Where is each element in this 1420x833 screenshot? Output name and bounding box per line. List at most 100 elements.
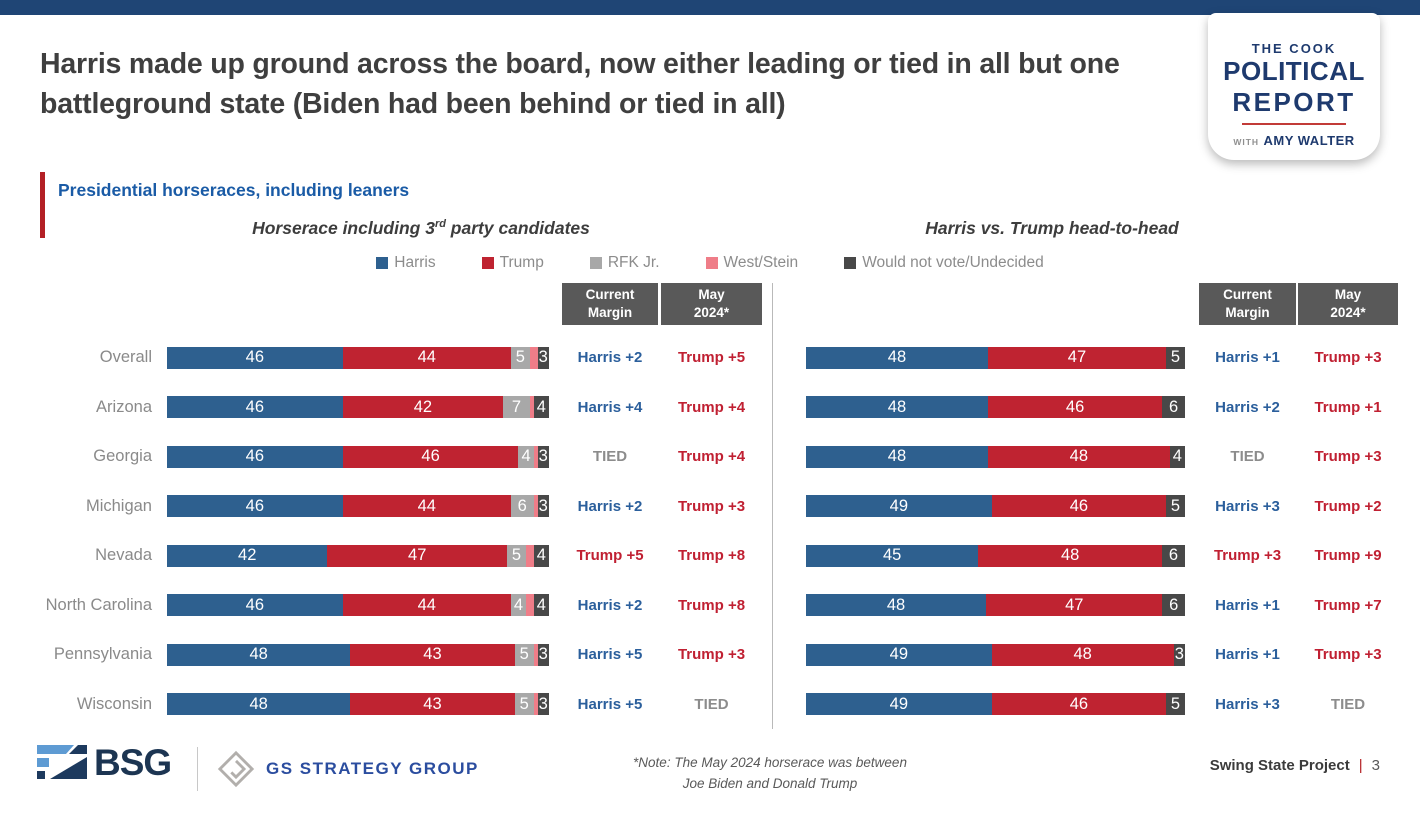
undecided-bar-segment: 4 bbox=[1169, 445, 1185, 468]
left-current-margin: Trump +5 bbox=[576, 547, 644, 565]
left-bar-nevada: 42 47 5 4 bbox=[167, 544, 549, 567]
undecided-bar-segment: 5 bbox=[1166, 346, 1185, 369]
state-label: Wisconsin bbox=[76, 694, 152, 713]
rfk-bar-segment: 5 bbox=[514, 643, 534, 666]
west_stein-bar-segment bbox=[529, 346, 538, 369]
bsg-logo-text: BSG bbox=[94, 742, 172, 783]
footer-separator-line bbox=[197, 747, 198, 791]
rfk-bar-segment: 4 bbox=[518, 445, 534, 468]
harris-bar-segment: 46 bbox=[167, 495, 343, 518]
left-bar-michigan: 46 44 6 3 bbox=[167, 495, 549, 518]
may-2024-header-right: May 2024* bbox=[1298, 283, 1398, 325]
right-bar-wisconsin: 49 46 5 bbox=[806, 693, 1185, 716]
logo-political: POLITICAL bbox=[1223, 56, 1365, 86]
right-current-margin: Harris +3 bbox=[1215, 695, 1280, 713]
state-label: Pennsylvania bbox=[53, 645, 152, 664]
gs-strategy-group-logo: GS STRATEGY GROUP bbox=[217, 750, 479, 788]
undecided-bar-segment: 4 bbox=[533, 544, 549, 567]
legend-item-west_stein: West/Stein bbox=[705, 254, 798, 272]
gs-logo-icon bbox=[217, 750, 255, 788]
left-current-margin: Harris +5 bbox=[577, 646, 643, 664]
trump-bar-segment: 46 bbox=[991, 495, 1167, 518]
undecided-bar-segment: 6 bbox=[1162, 594, 1185, 617]
trump-bar-segment: 44 bbox=[342, 346, 511, 369]
left-bar-wisconsin: 48 43 5 3 bbox=[167, 693, 549, 716]
trump-bar-segment: 47 bbox=[986, 594, 1163, 617]
left-chart-title-text: Horserace including 3 bbox=[252, 218, 435, 238]
undecided-bar-segment: 3 bbox=[537, 445, 549, 468]
rfk-bar-segment: 6 bbox=[510, 495, 534, 518]
charts-divider-line bbox=[772, 283, 773, 729]
trump-bar-segment: 47 bbox=[327, 544, 507, 567]
west_stein-legend-swatch bbox=[705, 257, 718, 269]
rfk-bar-segment: 5 bbox=[506, 544, 527, 567]
west_stein-bar-segment bbox=[533, 445, 538, 468]
undecided-bar-segment: 6 bbox=[1162, 544, 1185, 567]
right-bar-north-carolina: 48 47 6 bbox=[806, 594, 1185, 617]
west_stein-bar-segment bbox=[529, 396, 534, 419]
right-bar-georgia: 48 48 4 bbox=[806, 445, 1185, 468]
left-may-margin: TIED bbox=[694, 695, 729, 713]
logo-byline: WITH AMY WALTER bbox=[1208, 132, 1380, 150]
current-margin-header-left: Current Margin bbox=[562, 283, 658, 325]
west_stein-bar-segment bbox=[526, 594, 534, 617]
undecided-bar-segment: 4 bbox=[533, 594, 549, 617]
right-bar-nevada: 45 48 6 bbox=[806, 544, 1185, 567]
rfk-bar-segment: 7 bbox=[503, 396, 530, 419]
state-label: Nevada bbox=[95, 546, 152, 565]
page-title: Harris made up ground across the board, … bbox=[40, 48, 1120, 121]
gs-logo-text: GS STRATEGY GROUP bbox=[266, 759, 479, 778]
undecided-bar-segment: 3 bbox=[537, 495, 549, 518]
left-may-margin: Trump +4 bbox=[677, 398, 746, 416]
header-line: Current bbox=[585, 287, 635, 303]
rfk-bar-segment: 5 bbox=[514, 693, 534, 716]
legend-label: Trump bbox=[499, 254, 544, 271]
right-may-margin: Trump +7 bbox=[1314, 596, 1382, 614]
right-may-margin: Trump +1 bbox=[1314, 398, 1382, 416]
right-bar-pennsylvania: 49 48 3 bbox=[806, 643, 1185, 666]
cook-political-report-logo: THE COOK POLITICAL REPORT WITH AMY WALTE… bbox=[1208, 13, 1380, 160]
left-may-margin: Trump +8 bbox=[677, 596, 746, 614]
right-current-margin: Harris +1 bbox=[1215, 596, 1280, 614]
right-may-margin: Trump +3 bbox=[1314, 448, 1382, 466]
left-bar-pennsylvania: 48 43 5 3 bbox=[167, 643, 549, 666]
harris-bar-segment: 48 bbox=[806, 445, 988, 468]
left-current-margin: Harris +2 bbox=[577, 596, 643, 614]
left-may-margin: Trump +3 bbox=[677, 646, 746, 664]
right-bar-michigan: 49 46 5 bbox=[806, 495, 1185, 518]
right-bar-arizona: 48 46 6 bbox=[806, 396, 1185, 419]
legend-label: Harris bbox=[394, 254, 436, 271]
trump-legend-swatch bbox=[481, 257, 494, 269]
west_stein-bar-segment bbox=[526, 544, 534, 567]
undecided-bar-segment: 4 bbox=[533, 396, 549, 419]
state-label: Arizona bbox=[96, 397, 152, 416]
left-bar-overall: 46 44 5 3 bbox=[167, 346, 549, 369]
logo-red-rule bbox=[1242, 123, 1346, 126]
undecided-bar-segment: 5 bbox=[1166, 693, 1185, 716]
right-current-margin: Harris +2 bbox=[1215, 398, 1280, 416]
rfk-bar-segment: 4 bbox=[510, 594, 527, 617]
left-may-margin: Trump +3 bbox=[677, 497, 746, 515]
right-may-margin: Trump +3 bbox=[1314, 646, 1382, 664]
left-chart-title: Horserace including 3rd party candidates bbox=[252, 218, 590, 239]
west_stein-bar-segment bbox=[533, 693, 538, 716]
undecided-bar-segment: 3 bbox=[537, 693, 549, 716]
left-current-margin: TIED bbox=[592, 448, 628, 466]
trump-bar-segment: 42 bbox=[342, 396, 504, 419]
header-line: Margin bbox=[1225, 305, 1270, 320]
page-number: 3 bbox=[1371, 757, 1380, 774]
legend-label: Would not vote/Undecided bbox=[862, 254, 1044, 271]
right-current-margin: Harris +1 bbox=[1215, 349, 1280, 367]
legend-item-rfk: RFK Jr. bbox=[589, 254, 660, 272]
right-current-margin: Harris +3 bbox=[1215, 497, 1280, 515]
undecided-bar-segment: 5 bbox=[1166, 495, 1185, 518]
harris-bar-segment: 45 bbox=[806, 544, 979, 567]
undecided-bar-segment: 6 bbox=[1162, 396, 1185, 419]
left-chart-title-superscript: rd bbox=[434, 218, 446, 231]
rfk-legend-swatch bbox=[589, 257, 602, 269]
right-may-margin: Trump +9 bbox=[1314, 547, 1382, 565]
project-name: Swing State Project bbox=[1209, 757, 1350, 774]
trump-bar-segment: 44 bbox=[342, 495, 511, 518]
trump-bar-segment: 46 bbox=[987, 396, 1163, 419]
